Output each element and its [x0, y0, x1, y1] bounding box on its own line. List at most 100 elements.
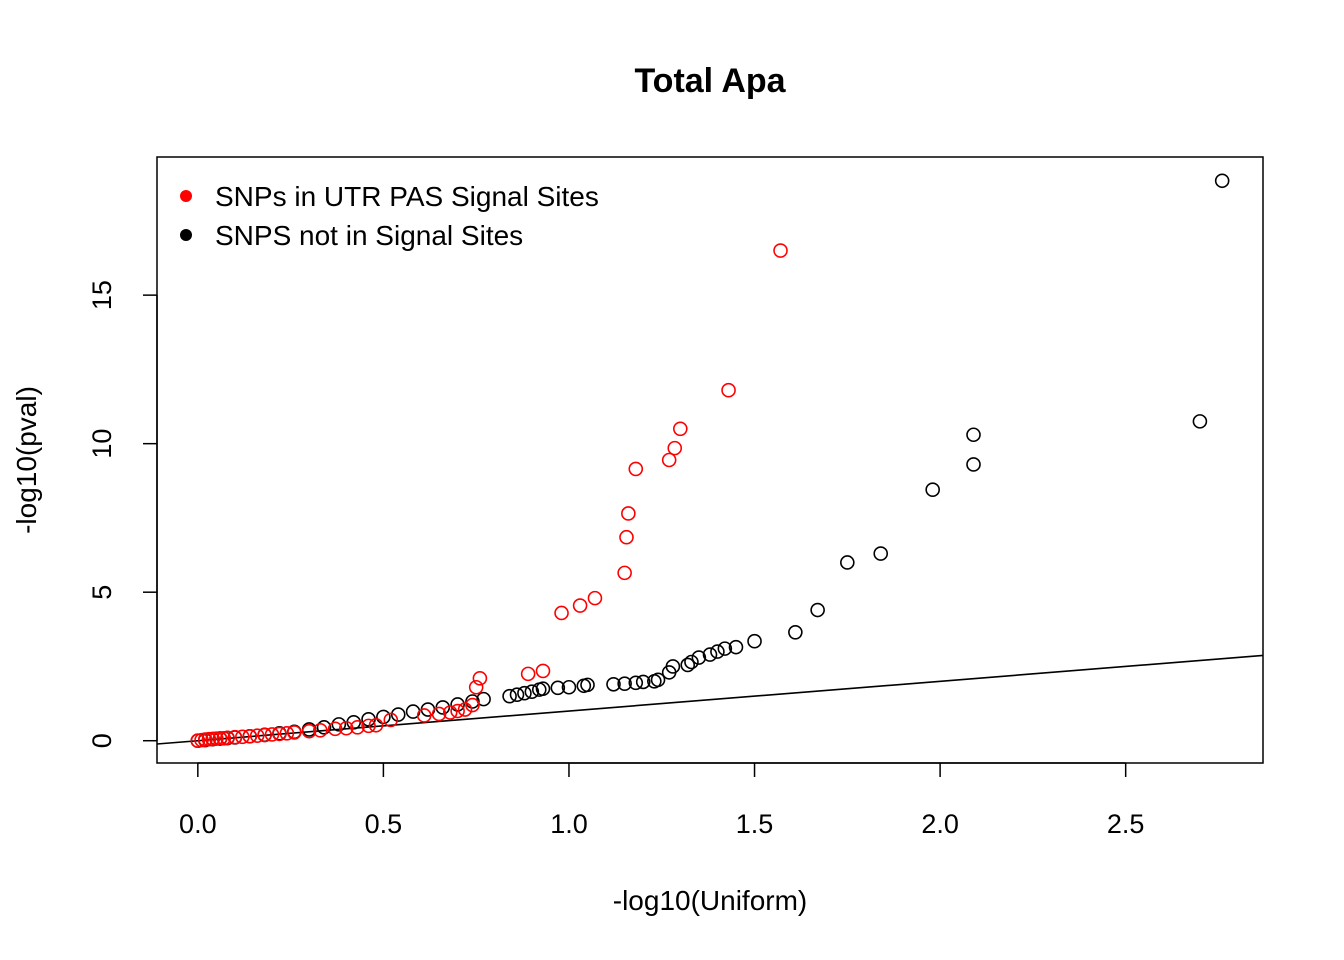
legend-marker-pas: [180, 190, 192, 202]
point-pas-35: [535, 663, 551, 679]
legend-label-other: SNPS not in Signal Sites: [215, 220, 523, 251]
x-tick-label-4: 2.0: [921, 809, 959, 839]
point-other-33: [606, 676, 621, 692]
point-pas-34: [520, 666, 536, 682]
point-other-25: [517, 685, 532, 701]
point-other-12: [331, 717, 347, 732]
point-other-21: [465, 694, 480, 709]
x-axis-label: -log10(Uniform): [613, 885, 808, 916]
point-pas-46: [721, 382, 736, 398]
x-tick-label-3: 1.5: [736, 809, 774, 839]
point-pas-10: [235, 729, 250, 745]
point-pas-24: [368, 717, 384, 733]
point-pas-22: [350, 720, 365, 735]
point-pas-21: [338, 720, 354, 736]
point-other-28: [535, 681, 551, 697]
point-pas-37: [572, 598, 588, 613]
point-pas-26: [416, 708, 432, 723]
point-pas-38: [587, 590, 603, 606]
point-pas-40: [619, 529, 634, 545]
x-tick-label-5: 2.5: [1107, 809, 1145, 839]
point-pas-41: [621, 506, 636, 521]
legend-marker-other: [180, 229, 192, 241]
point-other-30: [561, 679, 577, 695]
point-other-44: [702, 647, 718, 662]
point-pas-13: [257, 727, 272, 743]
point-other-46: [717, 641, 733, 656]
point-other-42: [684, 654, 699, 670]
y-tick-label-1: 5: [87, 585, 117, 600]
point-pas-19: [313, 723, 328, 738]
point-pas-11: [242, 728, 258, 744]
point-pas-16: [279, 725, 295, 741]
point-other-53: [925, 482, 940, 498]
point-pas-31: [465, 697, 480, 713]
chart-title: Total Apa: [634, 62, 786, 100]
point-pas-42: [628, 461, 644, 477]
y-axis: 0 5 10 15: [87, 280, 158, 748]
point-other-49: [788, 624, 803, 640]
point-pas-6: [212, 731, 228, 746]
point-other-55: [966, 427, 981, 443]
x-tick-label-1: 0.5: [365, 809, 403, 839]
point-other-48: [747, 633, 762, 649]
y-tick-label-3: 15: [87, 280, 117, 310]
point-other-40: [665, 659, 681, 674]
point-other-36: [635, 674, 651, 690]
point-pas-18: [301, 723, 317, 739]
point-other-20: [450, 697, 465, 712]
point-pas-12: [249, 728, 265, 743]
reference-line: [156, 654, 1264, 745]
point-pas-33: [472, 671, 488, 686]
point-other-15: [376, 709, 391, 725]
point-pas-20: [327, 721, 343, 737]
legend-label-pas: SNPs in UTR PAS Signal Sites: [215, 181, 599, 212]
point-pas-47: [773, 243, 788, 258]
point-other-29: [550, 680, 566, 696]
x-tick-label-2: 1.0: [550, 809, 588, 839]
point-other-38: [650, 672, 666, 688]
point-pas-45: [673, 421, 688, 437]
y-tick-label-0: 0: [87, 733, 117, 748]
point-pas-15: [272, 726, 287, 742]
point-pas-14: [264, 727, 280, 742]
point-other-32: [580, 677, 595, 693]
point-other-35: [628, 675, 644, 691]
point-pas-9: [227, 729, 243, 745]
point-other-47: [728, 639, 744, 655]
point-other-11: [316, 720, 332, 735]
point-other-24: [509, 687, 525, 702]
point-pas-27: [431, 706, 447, 722]
point-pas-17: [287, 725, 302, 740]
reference-line-layer: [156, 654, 1264, 745]
point-other-41: [680, 657, 696, 673]
point-pas-30: [457, 702, 473, 717]
point-pas-8: [220, 730, 235, 746]
point-pas-44: [667, 440, 683, 456]
point-pas-36: [554, 605, 569, 621]
point-other-57: [1214, 173, 1230, 189]
y-tick-label-2: 10: [87, 429, 117, 459]
point-pas-39: [617, 565, 632, 581]
point-other-23: [502, 688, 517, 704]
x-axis: 0.0 0.5 1.0 1.5 2.0 2.5: [179, 762, 1145, 839]
point-pas-25: [383, 712, 399, 728]
points-layer: [190, 173, 1230, 749]
point-other-56: [1192, 414, 1208, 429]
point-other-34: [617, 676, 632, 691]
point-other-45: [710, 644, 725, 659]
x-tick-label-0: 0.0: [179, 809, 217, 839]
point-pas-43: [661, 452, 677, 468]
point-other-16: [390, 707, 406, 722]
point-other-43: [691, 650, 707, 665]
point-other-26: [524, 684, 540, 700]
point-pas-29: [450, 703, 465, 719]
point-pas-28: [442, 705, 458, 720]
point-other-52: [873, 546, 889, 561]
point-pas-23: [361, 718, 376, 734]
point-other-54: [966, 457, 981, 472]
point-pas-32: [468, 679, 484, 695]
point-other-50: [810, 602, 825, 618]
y-axis-label: -log10(pval): [11, 386, 42, 534]
